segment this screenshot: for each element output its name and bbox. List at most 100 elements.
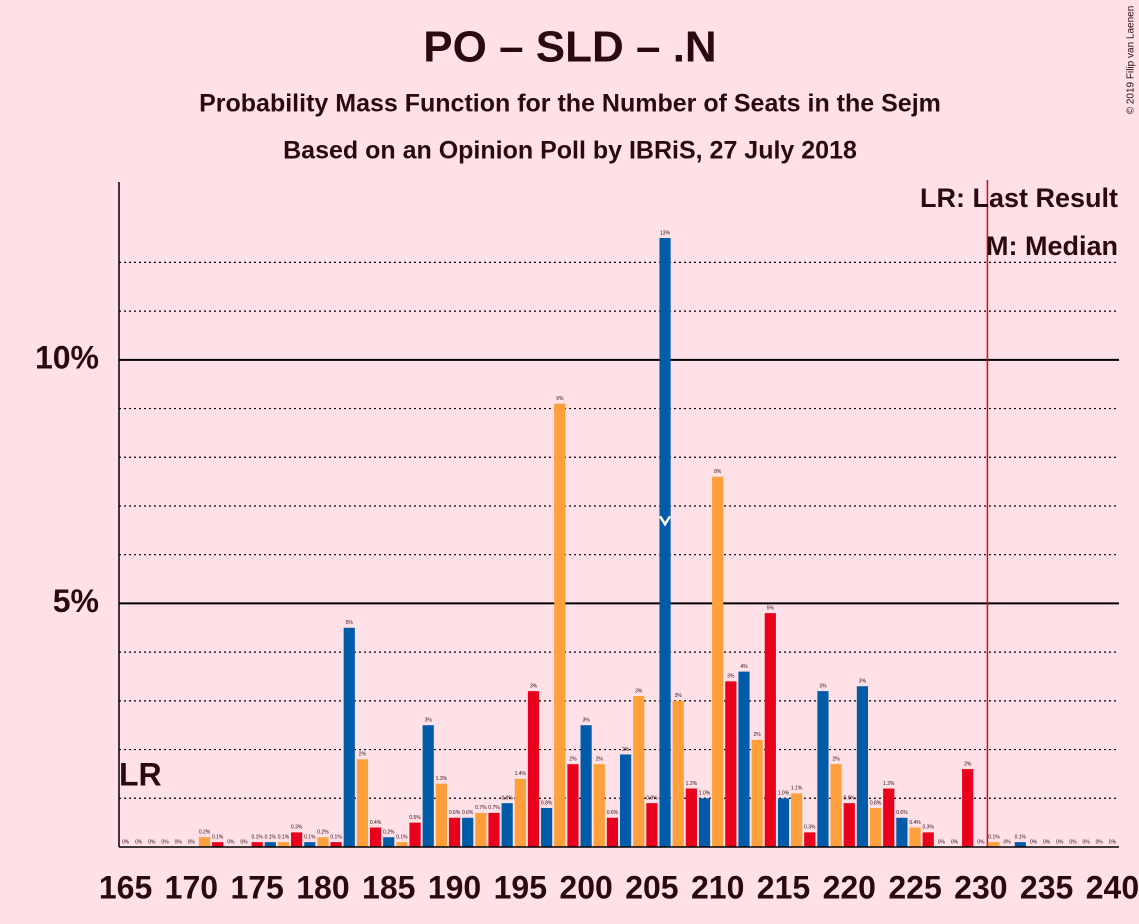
bar [501, 803, 513, 847]
value-label: 0.1% [1015, 834, 1027, 840]
bar [764, 613, 776, 847]
x-tick-label: 200 [559, 869, 612, 905]
value-label: 0% [161, 839, 169, 845]
bar [514, 778, 526, 847]
bar [962, 769, 974, 847]
bar [264, 842, 276, 847]
value-label: 3% [675, 693, 683, 699]
bar [291, 832, 303, 847]
bar [488, 812, 500, 847]
subtitle: Probability Mass Function for the Number… [199, 90, 941, 118]
value-label: 0% [951, 839, 959, 845]
bar [369, 827, 382, 847]
value-label: 3% [819, 683, 827, 689]
value-label: 3% [635, 688, 643, 694]
bar [541, 808, 553, 847]
value-label: 0.1% [988, 834, 1000, 840]
bar [356, 759, 369, 847]
value-label: 0% [1082, 839, 1090, 845]
value-label: 0.6% [462, 810, 474, 816]
bar [883, 788, 895, 847]
value-label: 0.1% [396, 834, 408, 840]
bar [462, 817, 474, 847]
bar [619, 754, 632, 847]
value-label: 0.7% [475, 805, 487, 811]
value-label: 0% [148, 839, 156, 845]
value-label: 0.1% [330, 834, 342, 840]
value-label: 0.5% [409, 815, 421, 821]
x-tick-label: 230 [954, 869, 1007, 905]
bar [843, 803, 855, 847]
x-tick-label: 210 [691, 869, 744, 905]
bar [304, 842, 316, 847]
value-label: 0.8% [541, 800, 553, 806]
bar [212, 842, 224, 847]
value-label: 5% [767, 605, 775, 611]
x-tick-label: 235 [1020, 869, 1073, 905]
value-label: 0.1% [278, 834, 290, 840]
value-label: 0.7% [488, 805, 500, 811]
lr-label: LR [119, 756, 162, 792]
bar [685, 788, 697, 847]
bar [330, 842, 342, 847]
value-label: 0% [1043, 839, 1051, 845]
value-label: 3% [859, 679, 867, 685]
value-label: 0% [977, 839, 985, 845]
value-label: 0.4% [370, 820, 382, 826]
value-label: 0.6% [449, 810, 461, 816]
value-label: 2% [832, 757, 840, 763]
value-label: 0% [135, 839, 143, 845]
value-label: 0.9% [844, 795, 856, 801]
x-tick-label: 190 [428, 869, 481, 905]
value-label: 0.6% [607, 810, 619, 816]
value-label: 9% [556, 396, 564, 402]
value-label: 0.3% [291, 825, 303, 831]
value-label: 0% [1056, 839, 1064, 845]
bar [633, 695, 645, 847]
value-label: 0.2% [383, 830, 395, 836]
bar [712, 476, 724, 847]
value-label: 1.0% [699, 791, 711, 797]
bar [725, 681, 737, 847]
value-label: 2% [359, 752, 367, 758]
value-label: 1.3% [436, 776, 448, 782]
value-label: 13% [660, 230, 671, 236]
bar [567, 764, 579, 847]
value-label: 4% [740, 664, 748, 670]
x-tick-label: 205 [625, 869, 678, 905]
bar [1014, 842, 1026, 847]
bar [830, 764, 842, 847]
value-label: 0.1% [304, 834, 316, 840]
value-label: 3% [727, 674, 735, 680]
bar [698, 798, 711, 847]
x-tick-label: 215 [757, 869, 810, 905]
value-label: 0% [938, 839, 946, 845]
bar [448, 817, 461, 847]
bar [672, 700, 684, 847]
bar [251, 842, 263, 847]
value-label: 0% [240, 839, 248, 845]
bar [988, 842, 1000, 847]
bar [580, 725, 592, 847]
value-label: 1.0% [778, 791, 790, 797]
value-label: 2% [569, 757, 577, 763]
value-label: 5% [346, 620, 354, 626]
value-label: 0.8% [870, 800, 882, 806]
value-label: 0.1% [251, 834, 263, 840]
bar [435, 783, 447, 847]
copyright: © 2019 Filip van Laenen [1126, 6, 1137, 115]
bar [659, 238, 671, 847]
value-label: 0% [175, 839, 183, 845]
x-tick-label: 195 [494, 869, 547, 905]
bar [409, 822, 421, 847]
bar [383, 837, 395, 847]
bar [804, 832, 816, 847]
value-label: 3% [582, 718, 590, 724]
value-label: 0% [1096, 839, 1104, 845]
value-label: 0% [1109, 839, 1117, 845]
bar [554, 403, 566, 847]
value-label: 2% [964, 761, 972, 767]
bar [317, 837, 329, 847]
